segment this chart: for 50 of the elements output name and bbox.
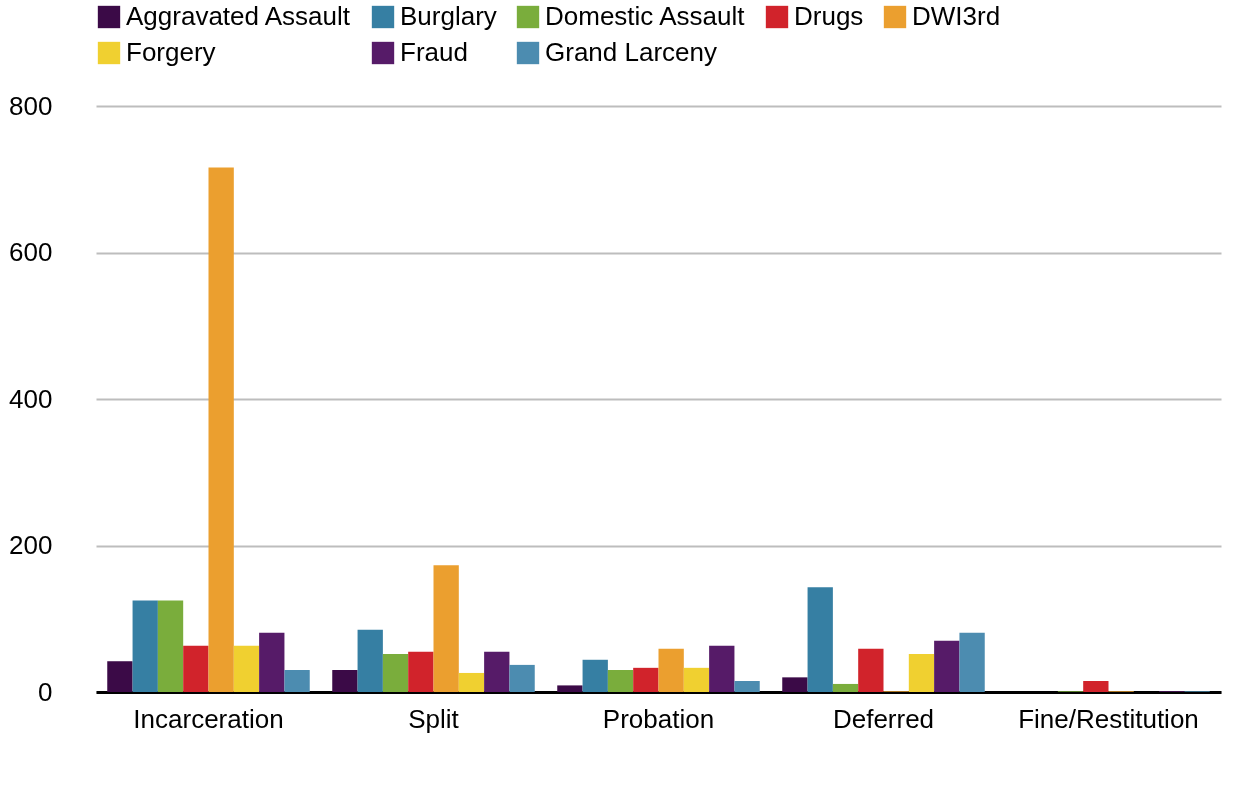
legend-label: Aggravated Assault [126,1,351,31]
bar [433,565,459,692]
bar [832,683,859,692]
bar [683,667,710,692]
legend-label: Grand Larceny [545,37,717,67]
legend-label: DWI3rd [912,1,1001,31]
bar [208,167,234,692]
bar [132,600,158,692]
x-tick-label: Fine/Restitution [1018,703,1199,734]
bar [807,587,833,692]
bar [259,632,285,692]
bar [408,651,434,692]
bar [458,672,485,692]
bar [233,645,260,692]
y-tick-label: 0 [38,676,53,707]
bar [658,648,684,692]
bar [934,640,960,692]
bar [858,648,884,692]
bar [284,670,310,692]
bar [382,653,409,692]
bar [607,670,634,692]
bar [357,629,383,692]
y-tick-label: 200 [9,530,53,560]
x-tick-label: Deferred [832,703,935,734]
bar [633,667,659,692]
bar [107,661,133,692]
bar [484,651,510,692]
legend-label: Domestic Assault [545,1,746,31]
legend-label: Drugs [794,1,864,31]
bar [509,664,535,692]
bar [183,645,209,692]
x-tick-label: Probation [602,703,715,734]
legend-label: Burglary [400,1,497,31]
bar [782,677,808,692]
y-tick-label: 800 [9,90,53,121]
bar [332,670,358,692]
bar [908,653,935,692]
bar [959,632,985,692]
legend-label: Forgery [126,37,216,67]
bar [709,645,735,692]
y-tick-label: 600 [9,237,53,267]
bar [582,659,608,692]
legend-label: Fraud [400,37,468,67]
bar [734,681,760,692]
y-tick-label: 400 [9,383,53,414]
bar [557,685,583,692]
x-tick-label: Split [408,703,460,734]
x-tick-label: Incarceration [133,703,284,734]
bar [157,600,184,692]
bar [1083,681,1109,692]
